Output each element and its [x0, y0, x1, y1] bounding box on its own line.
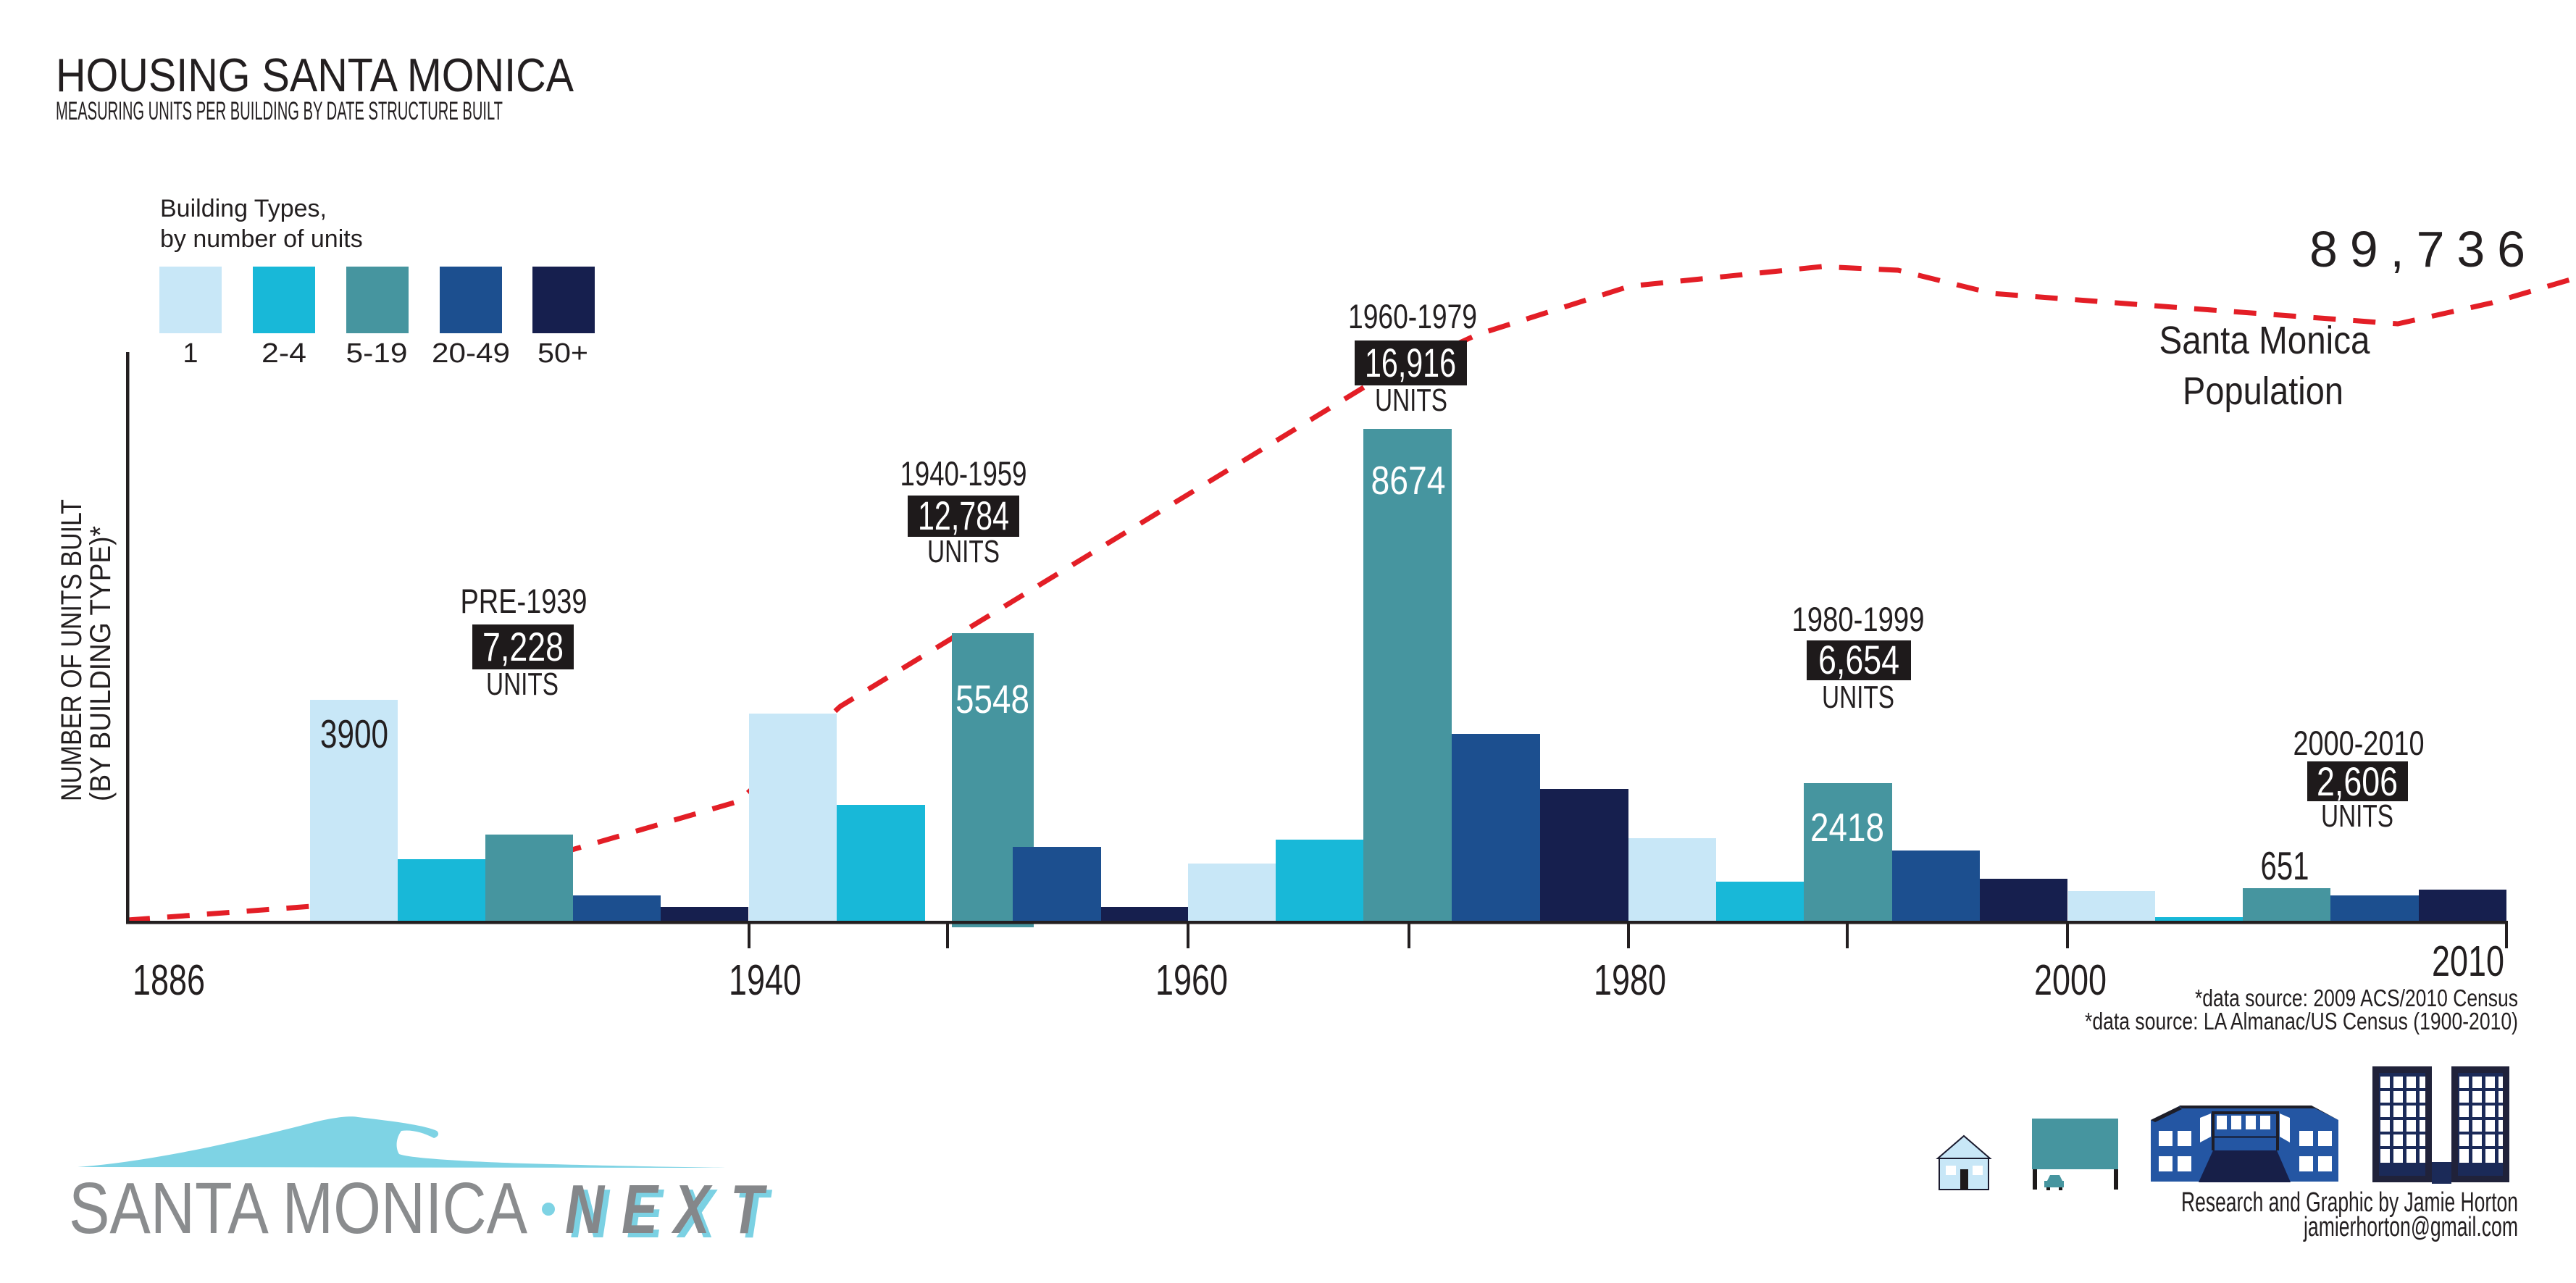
svg-text:Research and Graphic by Jamie: Research and Graphic by Jamie Horton [2181, 1187, 2518, 1218]
svg-text:E: E [622, 1171, 659, 1248]
svg-text:3900: 3900 [320, 711, 388, 756]
svg-text:Building Types,: Building Types, [160, 195, 327, 222]
svg-text:*data source: 2009 ACS/2010 Ce: *data source: 2009 ACS/2010 Census [2195, 985, 2518, 1011]
svg-text:UNITS: UNITS [2321, 798, 2393, 834]
svg-text:PRE-1939: PRE-1939 [461, 582, 587, 620]
svg-text:2,606: 2,606 [2317, 758, 2398, 804]
svg-text:1886: 1886 [133, 956, 205, 1004]
svg-text:12,784: 12,784 [918, 493, 1009, 538]
svg-text:2-4: 2-4 [262, 338, 306, 369]
svg-text:50+: 50+ [538, 338, 588, 369]
svg-text:1940-1959: 1940-1959 [900, 454, 1027, 493]
svg-text:16,916: 16,916 [1365, 340, 1456, 385]
svg-text:1980-1999: 1980-1999 [1792, 600, 1925, 638]
svg-text:1980: 1980 [1594, 956, 1666, 1004]
svg-text:jamierhorton@gmail.com: jamierhorton@gmail.com [2303, 1212, 2518, 1242]
svg-text:2000-2010: 2000-2010 [2293, 724, 2425, 762]
svg-text:2418: 2418 [1810, 805, 1884, 850]
svg-text:6,654: 6,654 [1818, 637, 1899, 682]
svg-text:UNITS: UNITS [1822, 680, 1894, 715]
svg-text:1960: 1960 [1155, 956, 1228, 1004]
svg-text:X: X [672, 1171, 713, 1248]
svg-text:5548: 5548 [955, 677, 1029, 722]
svg-text:MEASURING UNITS PER BUILDING B: MEASURING UNITS PER BUILDING BY DATE STR… [56, 97, 503, 125]
svg-text:1: 1 [183, 338, 198, 369]
svg-text:HOUSING SANTA MONICA: HOUSING SANTA MONICA [56, 49, 574, 101]
svg-text:NUMBER OF UNITS BUILT: NUMBER OF UNITS BUILT [56, 499, 88, 801]
svg-text:20-49: 20-49 [432, 338, 510, 369]
svg-text:7,228: 7,228 [482, 624, 564, 669]
svg-text:UNITS: UNITS [486, 666, 559, 702]
svg-text:UNITS: UNITS [927, 534, 1000, 569]
svg-text:651: 651 [2261, 843, 2309, 888]
svg-text:X: X [677, 1175, 718, 1253]
svg-text:(BY BUILDING TYPE)*: (BY BUILDING TYPE)* [85, 526, 117, 801]
svg-text:by number of units: by number of units [160, 225, 363, 253]
svg-text:Santa Monica: Santa Monica [2159, 319, 2371, 362]
svg-text:E: E [627, 1175, 664, 1253]
svg-text:1960-1979: 1960-1979 [1348, 297, 1477, 335]
svg-text:UNITS: UNITS [1375, 383, 1447, 418]
svg-text:Population: Population [2183, 369, 2343, 413]
svg-text:*data source: LA Almanac/US Ce: *data source: LA Almanac/US Census (1900… [2085, 1008, 2518, 1035]
svg-text:T: T [730, 1171, 767, 1248]
svg-text:2000: 2000 [2034, 956, 2107, 1004]
svg-text:SANTA MONICA: SANTA MONICA [69, 1168, 527, 1249]
svg-text:5-19: 5-19 [346, 338, 408, 369]
svg-text:8674: 8674 [1371, 458, 1446, 503]
svg-text:N: N [570, 1175, 611, 1253]
svg-text:2010: 2010 [2432, 937, 2504, 985]
svg-text:N: N [565, 1171, 606, 1248]
svg-text:T: T [735, 1175, 772, 1253]
svg-text:1940: 1940 [729, 956, 801, 1004]
